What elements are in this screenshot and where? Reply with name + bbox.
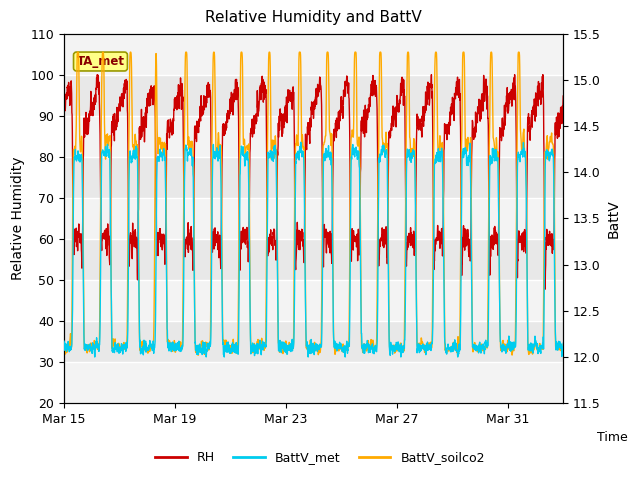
Legend: RH, BattV_met, BattV_soilco2: RH, BattV_met, BattV_soilco2: [150, 446, 490, 469]
Bar: [64, 280, 563, 321]
Y-axis label: Relative Humidity: Relative Humidity: [11, 156, 25, 280]
X-axis label: Time: Time: [597, 432, 628, 444]
Text: TA_met: TA_met: [77, 55, 124, 68]
Title: Relative Humidity and BattV: Relative Humidity and BattV: [205, 11, 422, 25]
Bar: [64, 116, 563, 157]
Bar: [64, 198, 563, 239]
Bar: [64, 362, 563, 403]
Bar: [64, 34, 563, 75]
Y-axis label: BattV: BattV: [606, 199, 620, 238]
